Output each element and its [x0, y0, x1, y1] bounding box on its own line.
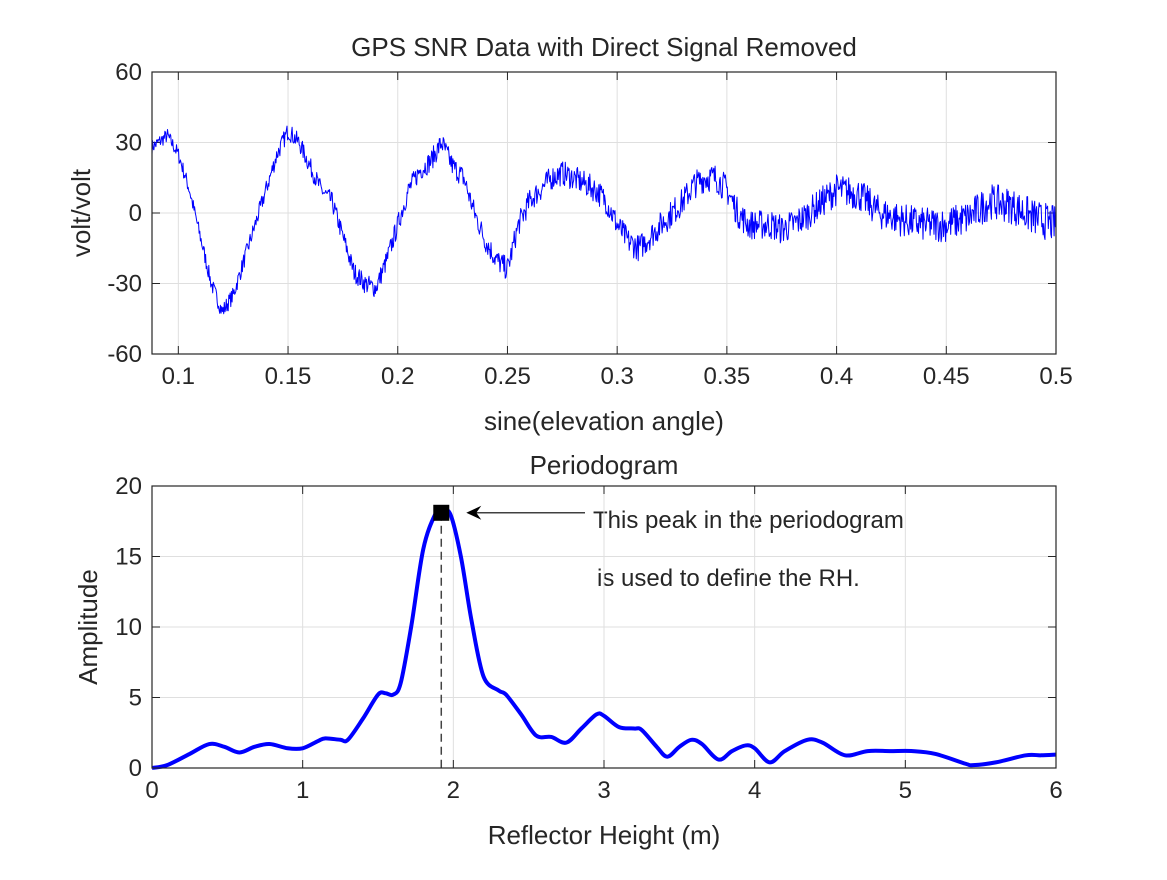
snr-title: GPS SNR Data with Direct Signal Removed [351, 32, 857, 62]
snr-xlabel: sine(elevation angle) [484, 406, 724, 436]
y-tick-label: 5 [129, 685, 142, 712]
x-tick-label: 0.45 [923, 363, 970, 390]
grid [152, 71, 1057, 355]
y-tick-label: 10 [115, 614, 142, 641]
periodogram-axes: Periodogram Reflector Height (m) Amplitu… [73, 450, 1063, 850]
x-tick-label: 0.2 [381, 363, 414, 390]
y-tick-label: 60 [115, 59, 142, 86]
series-line [151, 125, 1057, 315]
x-tick-label: 0.1 [162, 363, 195, 390]
x-tick-label: 2 [447, 777, 460, 804]
snr-ylabel: volt/volt [66, 168, 96, 257]
snr-axes: GPS SNR Data with Direct Signal Removed … [66, 32, 1073, 436]
y-tick-label: -30 [107, 271, 142, 298]
annotation-line-1: This peak in the periodogram [593, 507, 904, 534]
y-tick-label: 0 [129, 200, 142, 227]
annotation-arrowhead [466, 505, 482, 520]
grid [151, 485, 1057, 769]
series-line [151, 507, 1057, 770]
axes-box [151, 71, 1057, 355]
x-tick-label: 1 [296, 777, 309, 804]
x-tick-label: 0.15 [265, 363, 312, 390]
x-tick-label: 0.5 [1039, 363, 1072, 390]
x-tick-label: 3 [597, 777, 610, 804]
x-tick-label: 0 [145, 777, 158, 804]
periodogram-xlabel: Reflector Height (m) [488, 820, 721, 850]
x-tick-label: 5 [899, 777, 912, 804]
periodogram-ylabel: Amplitude [73, 569, 103, 685]
x-tick-label: 0.3 [600, 363, 633, 390]
y-tick-label: 15 [115, 544, 142, 571]
axes-box [151, 485, 1057, 769]
x-tick-label: 0.25 [484, 363, 531, 390]
periodogram-title: Periodogram [530, 450, 679, 480]
annotation-line-2: is used to define the RH. [597, 565, 860, 592]
peak-marker [433, 504, 450, 521]
x-tick-label: 4 [748, 777, 761, 804]
x-tick-label: 6 [1049, 777, 1062, 804]
x-tick-label: 0.4 [820, 363, 853, 390]
y-tick-label: 0 [129, 755, 142, 782]
x-tick-label: 0.35 [704, 363, 751, 390]
y-tick-label: 30 [115, 130, 142, 157]
y-tick-label: -60 [107, 341, 142, 368]
y-tick-label: 20 [115, 473, 142, 500]
